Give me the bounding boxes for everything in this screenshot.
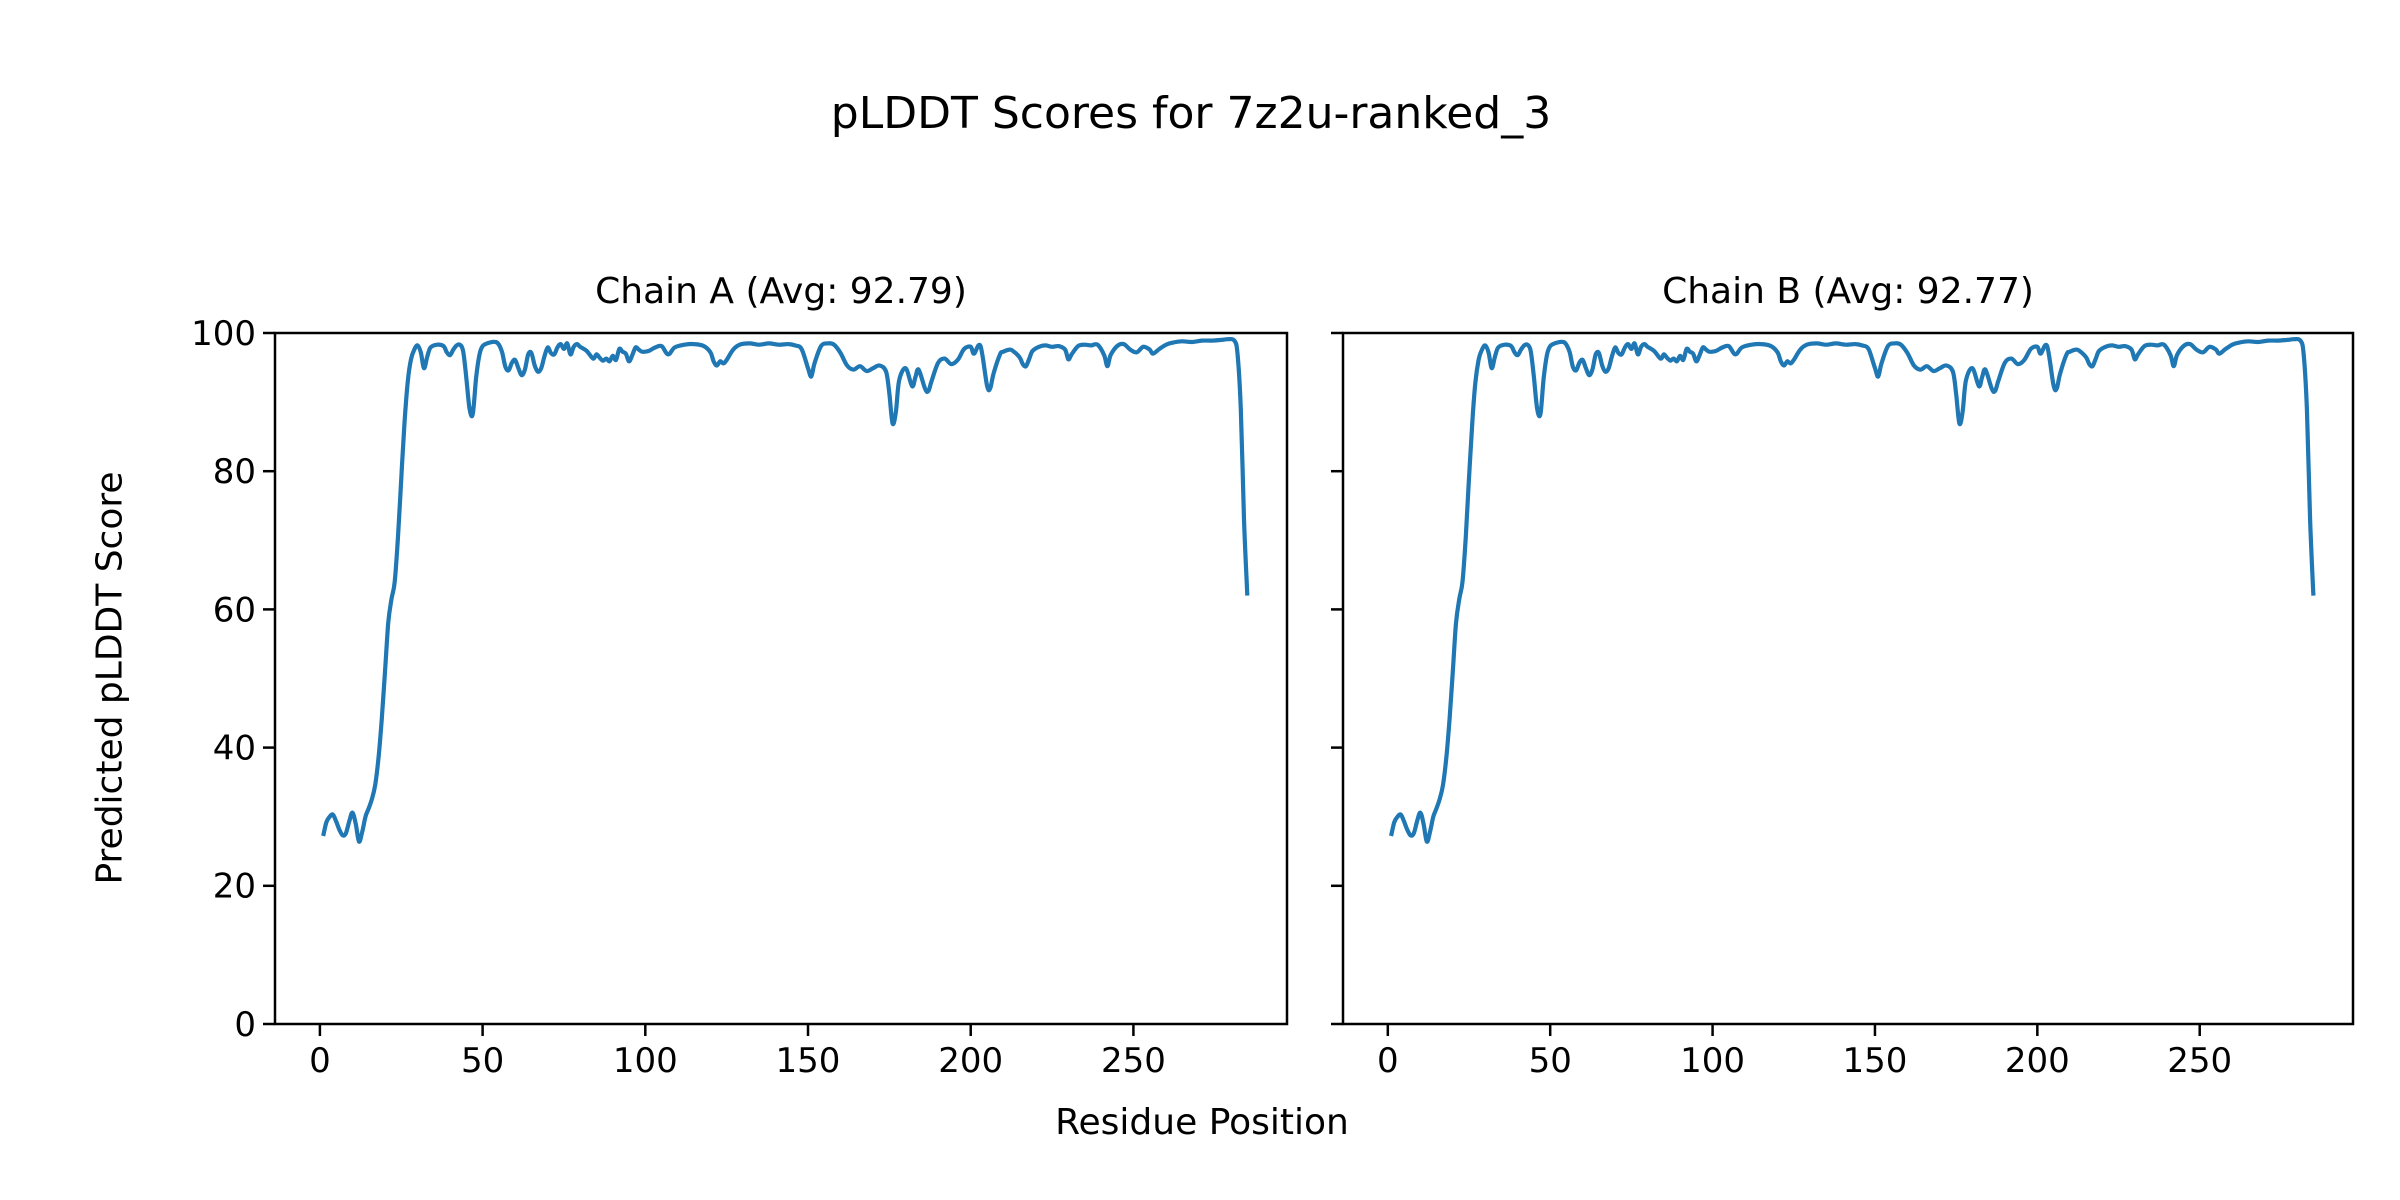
- chain-b-title: Chain B (Avg: 92.77): [1662, 271, 2034, 312]
- x-tick-label: 0: [309, 1041, 331, 1081]
- x-tick-label: 100: [1680, 1041, 1745, 1081]
- x-tick-label: 50: [461, 1041, 504, 1081]
- y-tick-label: 60: [213, 590, 256, 630]
- chain-a-spines: [273, 331, 1289, 1026]
- y-tick-label: 0: [234, 1005, 256, 1045]
- y-tick-label: 100: [191, 314, 256, 354]
- x-tick-label: 200: [938, 1041, 1003, 1081]
- x-tick-label: 50: [1529, 1041, 1572, 1081]
- x-tick-label: 0: [1377, 1041, 1399, 1081]
- chain-a-title: Chain A (Avg: 92.79): [595, 271, 967, 312]
- x-tick-label: 250: [2167, 1041, 2232, 1081]
- y-tick-label: 40: [213, 729, 256, 769]
- x-tick-label: 100: [613, 1041, 678, 1081]
- chain-b-plddt-line: [1389, 336, 2316, 844]
- y-tick-label: 20: [213, 867, 256, 907]
- x-tick-label: 250: [1101, 1041, 1166, 1081]
- chain-b-axes: 0 50 100 150 200 250: [1331, 331, 2355, 1081]
- x-tick-label: 150: [776, 1041, 841, 1081]
- y-tick-label: 80: [213, 452, 256, 492]
- chain-b-spines: [1341, 331, 2355, 1026]
- x-tick-label: 150: [1843, 1041, 1908, 1081]
- chain-a-axes: 0 50 100 150 200 250 0 20 40 60 80 100: [191, 314, 1289, 1081]
- chain-a-plddt-line: [321, 336, 1250, 844]
- figure-title: pLDDT Scores for 7z2u-ranked_3: [830, 88, 1552, 139]
- x-axis-label: Residue Position: [1055, 1102, 1349, 1143]
- x-tick-label: 200: [2005, 1041, 2070, 1081]
